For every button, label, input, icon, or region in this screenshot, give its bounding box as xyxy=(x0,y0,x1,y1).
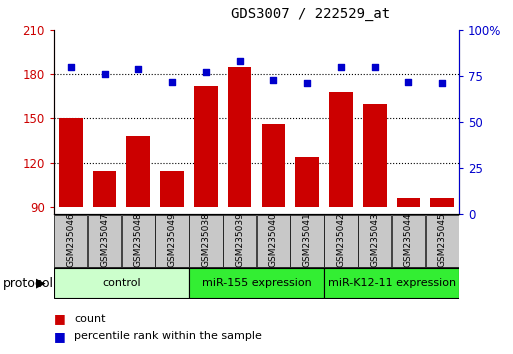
Text: GDS3007 / 222529_at: GDS3007 / 222529_at xyxy=(231,7,390,21)
Bar xyxy=(363,104,386,207)
Bar xyxy=(93,171,116,207)
Bar xyxy=(127,136,150,207)
Point xyxy=(303,81,311,86)
Text: GSM235038: GSM235038 xyxy=(201,212,210,267)
Text: percentile rank within the sample: percentile rank within the sample xyxy=(74,331,262,341)
Text: GSM235049: GSM235049 xyxy=(168,212,176,267)
Bar xyxy=(160,171,184,207)
Bar xyxy=(155,215,189,267)
Bar xyxy=(194,86,218,207)
Bar xyxy=(59,119,83,207)
Bar xyxy=(88,215,121,267)
Bar xyxy=(256,215,290,267)
Text: GSM235040: GSM235040 xyxy=(269,212,278,267)
Bar xyxy=(262,124,285,207)
Bar xyxy=(425,215,459,267)
Point xyxy=(202,70,210,75)
Text: GSM235046: GSM235046 xyxy=(66,212,75,267)
Text: GSM235045: GSM235045 xyxy=(438,212,447,267)
Text: GSM235048: GSM235048 xyxy=(134,212,143,267)
Text: miR-K12-11 expression: miR-K12-11 expression xyxy=(327,278,456,287)
Text: control: control xyxy=(102,278,141,287)
Text: GSM235044: GSM235044 xyxy=(404,212,413,267)
Text: GSM235043: GSM235043 xyxy=(370,212,379,267)
Point xyxy=(269,77,278,82)
Text: miR-155 expression: miR-155 expression xyxy=(202,278,311,287)
Bar xyxy=(329,92,353,207)
Point xyxy=(235,58,244,64)
Bar xyxy=(397,198,420,207)
Bar xyxy=(228,67,251,207)
Text: GSM235042: GSM235042 xyxy=(337,212,345,267)
Bar xyxy=(430,198,454,207)
Point xyxy=(370,64,379,70)
Bar xyxy=(189,215,223,267)
Bar xyxy=(358,215,391,267)
Text: protocol: protocol xyxy=(3,277,53,290)
Point xyxy=(438,81,446,86)
Text: GSM235039: GSM235039 xyxy=(235,212,244,267)
Text: ▶: ▶ xyxy=(36,277,46,290)
Point xyxy=(67,64,75,70)
Bar xyxy=(324,215,358,267)
Point xyxy=(337,64,345,70)
Text: ■: ■ xyxy=(54,312,66,325)
Text: GSM235041: GSM235041 xyxy=(303,212,312,267)
Point xyxy=(404,79,412,85)
Bar xyxy=(54,268,189,298)
Text: count: count xyxy=(74,314,106,324)
Point xyxy=(134,66,143,72)
Point xyxy=(101,72,109,77)
Bar xyxy=(54,215,88,267)
Point xyxy=(168,79,176,85)
Bar xyxy=(122,215,155,267)
Bar xyxy=(392,215,425,267)
Text: ■: ■ xyxy=(54,330,66,343)
Bar xyxy=(295,157,319,207)
Text: GSM235047: GSM235047 xyxy=(100,212,109,267)
Bar xyxy=(324,268,459,298)
Bar xyxy=(223,215,256,267)
Bar xyxy=(189,268,324,298)
Bar xyxy=(290,215,324,267)
